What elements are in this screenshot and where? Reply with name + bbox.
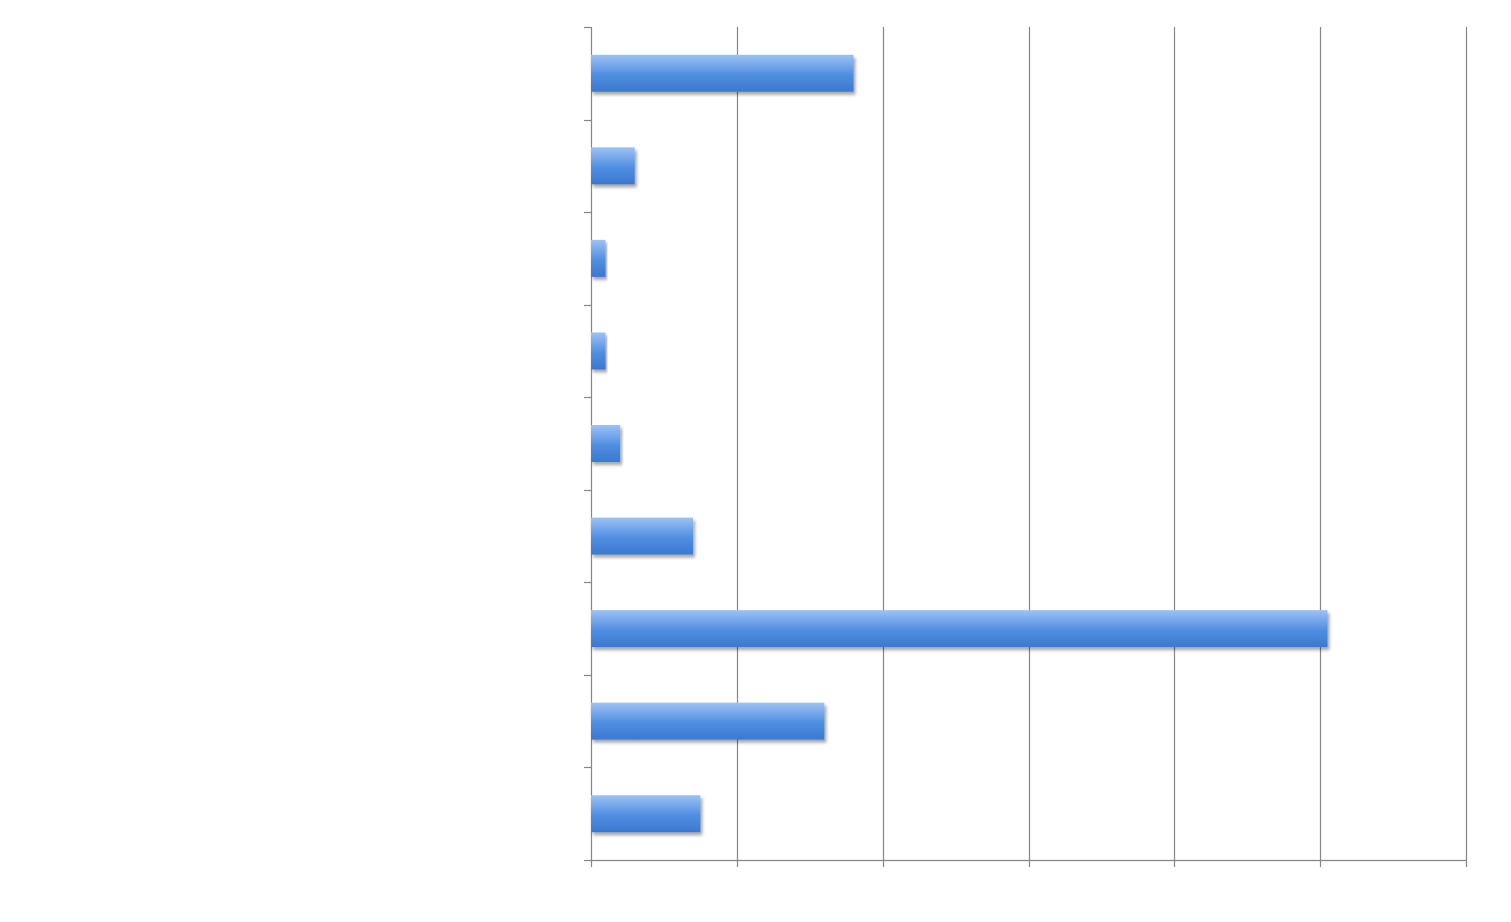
bar [591, 702, 825, 740]
gridlines [736, 27, 1468, 860]
bar [591, 332, 606, 370]
bar [591, 425, 621, 462]
bar [591, 147, 635, 185]
axes [584, 26, 1468, 867]
bar [591, 54, 854, 92]
bar [591, 517, 694, 555]
bar [591, 610, 1328, 648]
bar [591, 795, 701, 833]
bars [591, 54, 1328, 833]
bar [591, 239, 606, 277]
